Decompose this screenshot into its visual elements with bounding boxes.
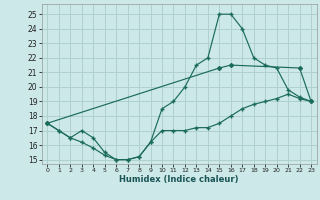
- X-axis label: Humidex (Indice chaleur): Humidex (Indice chaleur): [119, 175, 239, 184]
